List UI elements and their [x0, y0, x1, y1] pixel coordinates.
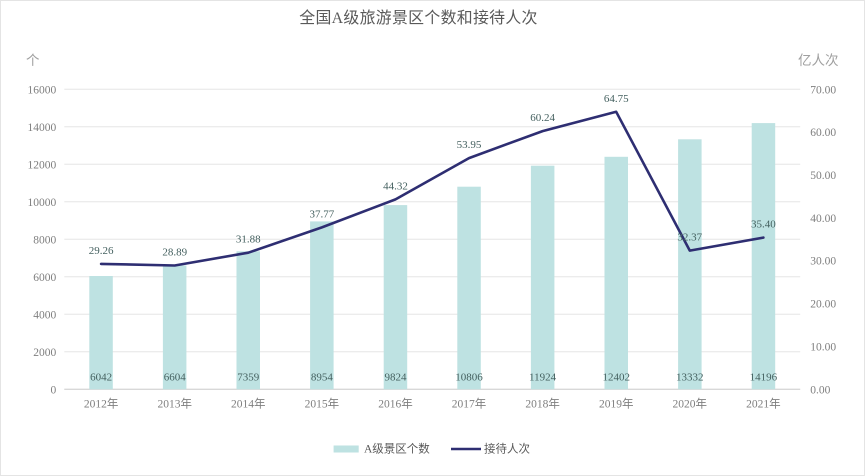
svg-text:9824: 9824	[385, 371, 408, 383]
svg-text:35.40: 35.40	[751, 219, 776, 231]
svg-text:2015年: 2015年	[305, 396, 340, 410]
svg-text:8954: 8954	[311, 371, 334, 383]
svg-text:6604: 6604	[164, 371, 187, 383]
svg-text:接待人次: 接待人次	[484, 441, 530, 455]
svg-text:50.00: 50.00	[810, 170, 836, 182]
svg-text:8000: 8000	[33, 234, 56, 246]
svg-text:60.00: 60.00	[810, 127, 836, 139]
svg-text:0.00: 0.00	[810, 384, 830, 396]
svg-text:37.77: 37.77	[310, 208, 335, 220]
svg-text:7359: 7359	[237, 371, 260, 383]
svg-text:64.75: 64.75	[604, 93, 629, 105]
svg-text:12000: 12000	[28, 159, 57, 171]
svg-text:12402: 12402	[602, 371, 630, 383]
svg-text:11924: 11924	[529, 371, 557, 383]
svg-text:10000: 10000	[28, 197, 57, 209]
svg-text:28.89: 28.89	[162, 247, 187, 259]
svg-text:6042: 6042	[90, 371, 112, 383]
svg-text:32.37: 32.37	[677, 232, 702, 244]
svg-text:30.00: 30.00	[810, 256, 836, 268]
svg-text:40.00: 40.00	[810, 213, 836, 225]
svg-text:44.32: 44.32	[383, 180, 408, 192]
svg-text:10.00: 10.00	[810, 341, 836, 353]
svg-text:0: 0	[51, 384, 57, 396]
svg-text:14000: 14000	[28, 122, 57, 134]
svg-text:2013年: 2013年	[157, 396, 192, 410]
svg-text:2016年: 2016年	[378, 396, 413, 410]
svg-text:2017年: 2017年	[452, 396, 487, 410]
svg-text:60.24: 60.24	[530, 112, 555, 124]
svg-text:2000: 2000	[33, 347, 56, 359]
svg-text:2019年: 2019年	[599, 396, 634, 410]
svg-text:16000: 16000	[28, 84, 57, 96]
svg-text:A级景区个数: A级景区个数	[364, 441, 430, 455]
svg-text:2021年: 2021年	[746, 396, 781, 410]
svg-text:6000: 6000	[33, 272, 56, 284]
svg-text:2020年: 2020年	[673, 396, 708, 410]
svg-text:14196: 14196	[750, 371, 778, 383]
svg-text:53.95: 53.95	[457, 139, 482, 151]
svg-text:2018年: 2018年	[525, 396, 560, 410]
svg-text:2012年: 2012年	[84, 396, 119, 410]
svg-text:个: 个	[26, 53, 40, 68]
svg-text:2014年: 2014年	[231, 396, 266, 410]
svg-text:13332: 13332	[676, 371, 704, 383]
svg-text:31.88: 31.88	[236, 234, 261, 246]
svg-text:4000: 4000	[33, 309, 56, 321]
svg-text:70.00: 70.00	[810, 84, 836, 96]
svg-text:10806: 10806	[455, 371, 483, 383]
svg-text:20.00: 20.00	[810, 299, 836, 311]
svg-text:亿人次: 亿人次	[798, 53, 839, 68]
svg-text:29.26: 29.26	[89, 245, 114, 257]
